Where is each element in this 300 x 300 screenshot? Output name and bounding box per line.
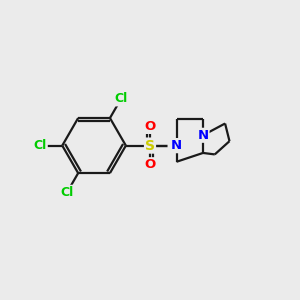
Text: N: N: [169, 139, 180, 152]
Text: O: O: [144, 158, 156, 171]
Text: N: N: [171, 139, 182, 152]
Text: O: O: [144, 120, 156, 133]
Text: S: S: [145, 139, 155, 153]
Text: Cl: Cl: [114, 92, 128, 105]
Text: N: N: [197, 129, 208, 142]
Text: Cl: Cl: [61, 186, 74, 199]
Text: Cl: Cl: [34, 139, 47, 152]
